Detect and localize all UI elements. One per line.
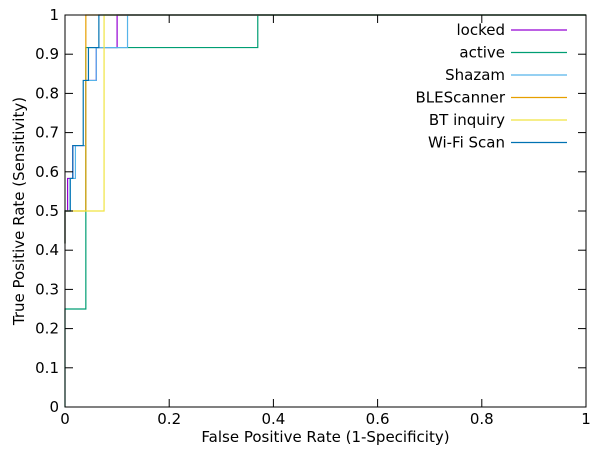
- axis-ticks: 0 0.2 0.4 0.6 0.8 1 0 0.1 0.2 0.3 0.4 0.5 0.6 0.7 0.8 0…: [35, 6, 590, 428]
- x-tick-label: 0.4: [261, 410, 285, 428]
- x-axis-label: False Positive Rate (1-Specificity): [201, 428, 449, 446]
- series-line-active: [64, 14, 586, 407]
- plot-area-frame: [64, 14, 587, 408]
- y-tick-label: 0.4: [35, 241, 59, 259]
- series-line-shazam: [64, 14, 586, 244]
- x-tick-label: 1: [581, 410, 590, 428]
- y-axis-label: True Positive Rate (Sensitivity): [10, 97, 28, 326]
- y-tick-label: 0.5: [35, 202, 59, 220]
- series-line-locked: [64, 14, 586, 244]
- y-tick-label: 0.2: [35, 320, 59, 338]
- y-tick-label: 0.6: [35, 163, 59, 181]
- y-tick-label: 0: [49, 398, 59, 416]
- y-tick-label: 0.3: [35, 280, 59, 298]
- series-line-wi-fi-scan: [64, 14, 586, 244]
- y-tick-label: 1: [49, 6, 59, 24]
- series-layer: [64, 14, 586, 407]
- y-tick-label: 0.9: [35, 45, 59, 63]
- x-tick-label: 0.8: [470, 410, 494, 428]
- legend-label-shazam: Shazam: [445, 66, 505, 84]
- legend-label-active: active: [459, 44, 505, 62]
- legend-label-blescanner: BLEScanner: [416, 89, 506, 107]
- legend: locked active Shazam BLEScanner BT inquiry Wi…: [416, 21, 567, 152]
- legend-label-bt-inquiry: BT inquiry: [429, 111, 505, 129]
- x-tick-label: 0: [60, 410, 70, 428]
- legend-label-locked: locked: [457, 21, 506, 39]
- series-line-blescanner: [64, 14, 586, 244]
- x-tick-label: 0.6: [366, 410, 390, 428]
- y-tick-label: 0.8: [35, 84, 59, 102]
- legend-label-wi-fi-scan: Wi-Fi Scan: [428, 134, 505, 152]
- y-tick-label: 0.1: [35, 359, 59, 377]
- x-tick-label: 0.2: [157, 410, 181, 428]
- series-line-bt-inquiry: [64, 14, 586, 244]
- y-tick-label: 0.7: [35, 124, 59, 142]
